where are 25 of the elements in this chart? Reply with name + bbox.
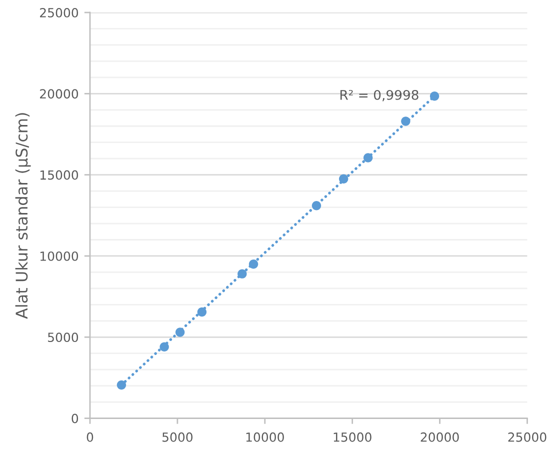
point: [401, 116, 410, 126]
point: [248, 259, 258, 269]
point: [175, 328, 185, 337]
x-tick-label: 5000: [162, 432, 193, 442]
x-tick-label: 10000: [246, 432, 284, 442]
y-axis-title: Alat Ukur standar (µS/cm): [15, 113, 31, 319]
y-tick-label: 15000: [40, 170, 78, 180]
point: [363, 153, 373, 162]
y-tick-label: 0: [72, 414, 78, 424]
x-tick-label: 25000: [508, 432, 546, 442]
point: [160, 342, 169, 352]
y-tick-label: 10000: [40, 251, 78, 261]
annotation: R² = 0,9998: [340, 90, 418, 102]
point: [338, 174, 348, 184]
point: [312, 201, 322, 210]
point: [238, 269, 247, 278]
x-tick-label: 0: [86, 432, 94, 442]
point: [197, 307, 207, 317]
y-tick-label: 5000: [48, 332, 78, 342]
y-tick-label: 25000: [40, 8, 78, 18]
y-tick-label: 20000: [40, 89, 78, 99]
point: [116, 380, 126, 390]
point: [430, 91, 440, 101]
x-tick-label: 20000: [420, 432, 459, 442]
x-tick-label: 15000: [334, 432, 372, 442]
